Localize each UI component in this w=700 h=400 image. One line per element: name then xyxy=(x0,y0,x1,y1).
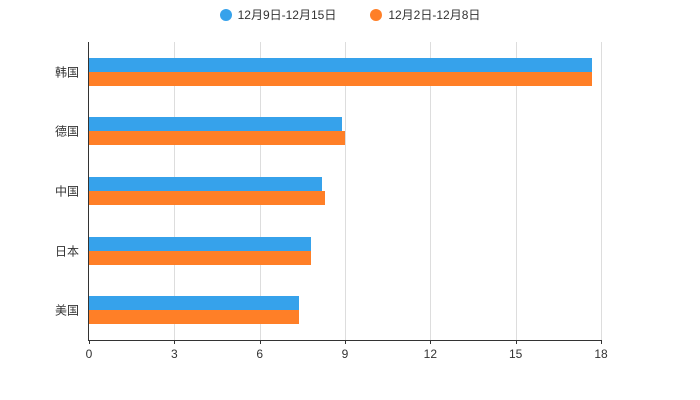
y-category-label-3: 日本 xyxy=(54,244,79,259)
bar-韩国-series2[interactable] xyxy=(89,71,593,86)
x-tick-label-18: 18 xyxy=(594,347,608,361)
legend-marker-orange-icon xyxy=(370,8,383,21)
legend-item-series1[interactable]: 12月9日-12月15日 xyxy=(219,6,337,23)
y-category-label-2: 中国 xyxy=(54,184,79,199)
x-tick-mark-18 xyxy=(601,340,602,344)
x-tick-mark-15 xyxy=(515,340,517,344)
x-tick-mark-6 xyxy=(259,340,261,344)
bar-美国-series1[interactable] xyxy=(89,296,300,311)
plot-area: 0 3 6 9 12 15 18 韩国德国中国日本美国 xyxy=(55,42,608,361)
x-tick-mark-3 xyxy=(174,340,176,344)
bar-中国-series1[interactable] xyxy=(89,177,323,191)
gridline-x-15 xyxy=(515,42,517,340)
bar-美国-series2[interactable] xyxy=(89,310,300,325)
x-tick-label-9: 9 xyxy=(341,347,349,361)
x-tick-label-6: 6 xyxy=(256,347,263,361)
bar-德国-series2[interactable] xyxy=(89,131,345,146)
legend-label-series2: 12月2日-12月8日 xyxy=(388,8,481,22)
x-tick-mark-9 xyxy=(345,340,346,344)
x-tick-label-15: 15 xyxy=(508,347,523,361)
x-tick-label-12: 12 xyxy=(423,347,438,361)
bar-韩国-series1[interactable] xyxy=(89,57,593,72)
legend-label-series1: 12月9日-12月15日 xyxy=(237,8,337,22)
legend-item-series2[interactable]: 12月2日-12月8日 xyxy=(370,6,480,23)
gridline-x-12 xyxy=(430,42,432,340)
y-category-label-0: 韩国 xyxy=(54,65,79,80)
bar-日本-series2[interactable] xyxy=(89,250,311,265)
gridline-x-18 xyxy=(601,42,602,340)
gridline-x-9 xyxy=(345,42,346,340)
x-tick-mark-12 xyxy=(430,340,432,344)
y-category-label-4: 美国 xyxy=(54,303,79,318)
legend-marker-blue-icon xyxy=(219,8,232,21)
x-tick-mark-0 xyxy=(89,340,90,344)
bar-德国-series1[interactable] xyxy=(89,117,343,132)
chart-legend: 12月9日-12月15日 12月2日-12月8日 xyxy=(0,6,700,23)
y-category-label-1: 德国 xyxy=(54,124,79,139)
x-tick-label-0: 0 xyxy=(85,347,93,361)
bar-中国-series2[interactable] xyxy=(89,191,326,205)
bar-日本-series1[interactable] xyxy=(89,236,311,251)
x-tick-label-3: 3 xyxy=(170,347,178,361)
